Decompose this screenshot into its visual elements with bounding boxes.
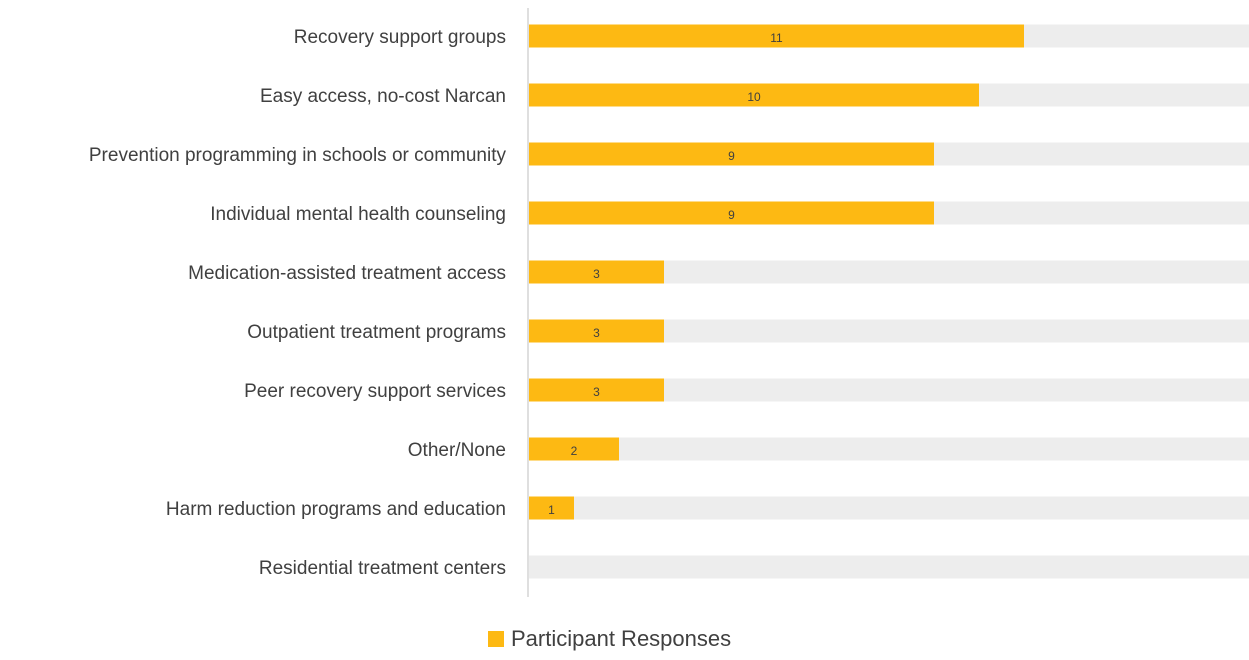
data-labels: 11 10 9 9 3 3 3 2 1 [548,31,783,517]
category-label: Peer recovery support services [244,381,506,402]
bar-other-none [529,437,619,461]
category-label: Individual mental health counseling [210,204,506,225]
category-label: Recovery support groups [294,27,506,48]
legend: Participant Responses [488,626,731,652]
bar-track-peer-recovery-support-services [529,378,1249,402]
category-label: Easy access, no-cost Narcan [260,86,506,107]
category-label: Harm reduction programs and education [166,499,506,520]
bar-outpatient-treatment-programs [529,319,664,343]
category-label: Prevention programming in schools or com… [89,145,507,166]
bar-recovery-support-groups [529,24,1024,48]
bar-track-other-none [529,437,1249,461]
data-label: 3 [593,267,600,281]
bars [529,24,1024,520]
bar-prevention-programming-in-schools-or-community [529,142,934,166]
data-label: 10 [747,90,761,104]
category-label: Medication-assisted treatment access [188,263,506,284]
legend-swatch [488,631,504,647]
data-label: 9 [728,208,735,222]
bar-peer-recovery-support-services [529,378,664,402]
data-label: 3 [593,385,600,399]
bar-track-medication-assisted-treatment-access [529,260,1249,284]
bar-individual-mental-health-counseling [529,201,934,225]
bar-medication-assisted-treatment-access [529,260,664,284]
data-label: 1 [548,503,555,517]
bar-track-harm-reduction-programs-and-education [529,496,1249,520]
legend-label: Participant Responses [511,626,732,651]
category-label: Residential treatment centers [259,558,506,579]
data-label: 9 [728,149,735,163]
data-label: 11 [770,31,783,45]
data-label: 2 [571,444,578,458]
category-label: Other/None [408,440,506,461]
bar-harm-reduction-programs-and-education [529,496,574,520]
category-labels: Recovery support groups Easy access, no-c… [89,27,507,579]
bar-track-residential-treatment-centers [529,555,1249,579]
data-label: 3 [593,326,600,340]
background-tracks [529,24,1249,579]
category-label: Outpatient treatment programs [247,322,506,343]
bar-easy-access-no-cost-narcan [529,83,979,107]
bar-chart: Recovery support groups Easy access, no-c… [89,8,1249,597]
bar-track-outpatient-treatment-programs [529,319,1249,343]
